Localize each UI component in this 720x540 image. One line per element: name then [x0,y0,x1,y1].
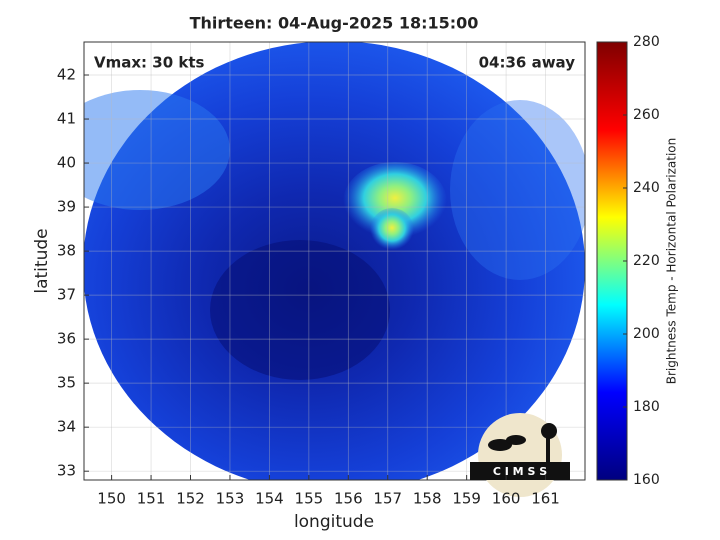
colorbar-tick-label: 220 [633,253,660,269]
x-tick-label: 161 [531,490,560,508]
x-tick-label: 153 [216,490,245,508]
logo-text: C I M S S [493,465,547,478]
colorbar-tick-label: 180 [633,399,660,415]
satellite-image [84,42,585,480]
x-tick-label: 150 [97,490,126,508]
logo-tower [546,438,550,464]
colorbar-label: Brightness Temp - Horizontal Polarizatio… [665,138,679,385]
logo-dish [506,435,526,445]
logo-dish [488,439,512,451]
swath-edge [450,100,585,280]
annotation: 04:36 away [479,54,576,72]
swath-edge [84,90,230,210]
colorbar-tick-label: 200 [633,326,660,342]
plot-frame [83,41,586,481]
y-tick-label: 33 [57,462,76,480]
cimss-logo: C I M S S [470,413,570,497]
y-tick-label: 39 [57,198,76,216]
x-tick-label: 156 [334,490,363,508]
y-tick-label: 37 [57,286,76,304]
chart-title: Thirteen: 04-Aug-2025 18:15:00 [190,14,479,33]
grid [84,42,585,480]
logo-tank [541,423,557,439]
y-tick-label: 41 [57,110,76,128]
x-tick-label: 158 [413,490,442,508]
x-tick-label: 160 [492,490,521,508]
colorbar [596,41,628,481]
colorbar-tick-label: 280 [633,34,660,50]
x-tick-label: 159 [452,490,481,508]
convection [370,208,414,252]
y-tick-label: 42 [57,66,76,84]
y-axis-label: latitude [32,228,52,293]
convection [343,162,447,242]
x-tick-label: 152 [176,490,205,508]
y-tick-label: 40 [57,154,76,172]
annotation: Vmax: 30 kts [94,54,204,72]
x-tick-label: 157 [373,490,402,508]
logo-base [470,462,570,480]
y-tick-label: 38 [57,242,76,260]
x-tick-label: 155 [295,490,324,508]
colorbar-tick-label: 160 [633,472,660,488]
colorbar-tick-label: 240 [633,180,660,196]
colorbar-tick-label: 260 [633,107,660,123]
y-tick-label: 36 [57,330,76,348]
x-tick-label: 151 [137,490,166,508]
storm-core [210,240,390,380]
y-tick-label: 35 [57,374,76,392]
x-axis-label: longitude [294,512,374,532]
y-tick-label: 34 [57,418,76,436]
x-tick-label: 154 [255,490,284,508]
